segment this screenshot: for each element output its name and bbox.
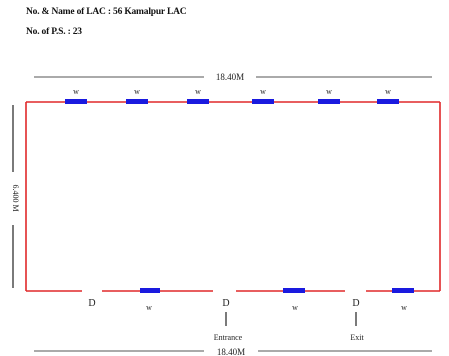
entrance-label: Entrance: [214, 333, 243, 342]
ps-label: No. of P.S. :: [26, 27, 71, 37]
window-bottom-1-label: w: [146, 303, 152, 312]
exit-label: Exit: [350, 333, 364, 342]
window-top-6: [377, 99, 399, 104]
door-3-label: D: [352, 298, 359, 309]
lac-label: No. & Name of LAC :: [26, 7, 111, 17]
ps-value: 23: [72, 27, 82, 37]
window-top-1-label: w: [73, 87, 79, 96]
room-walls: [25, 101, 441, 292]
window-bottom-3: [392, 288, 414, 293]
bottom-windows: [140, 288, 414, 293]
door-2-label: D: [222, 298, 229, 309]
window-bottom-3-label: w: [401, 303, 407, 312]
window-top-2: [126, 99, 148, 104]
top-dimension-label: 18.40M: [216, 72, 244, 82]
exit-marker: Exit: [350, 312, 364, 342]
lac-value: 56 Kamalpur LAC: [113, 7, 187, 17]
window-bottom-2-label: w: [292, 303, 298, 312]
door-labels: D D D: [88, 298, 359, 309]
bottom-dimension: 18.40M: [34, 347, 432, 356]
entrance-marker: Entrance: [214, 312, 243, 342]
window-top-1: [65, 99, 87, 104]
window-top-4: [252, 99, 274, 104]
left-dimension-label: 6.400 M: [11, 184, 20, 211]
bottom-dimension-label: 18.40M: [217, 347, 245, 356]
bottom-window-labels: w w w: [146, 303, 407, 312]
window-top-5-label: w: [326, 87, 332, 96]
top-dimension: 18.40M: [34, 72, 432, 82]
window-top-4-label: w: [260, 87, 266, 96]
top-windows: [65, 99, 399, 104]
window-top-3-label: w: [195, 87, 201, 96]
door-1-label: D: [88, 298, 95, 309]
window-top-3: [187, 99, 209, 104]
window-top-6-label: w: [385, 87, 391, 96]
window-top-2-label: w: [134, 87, 140, 96]
top-window-labels: w w w w w w: [73, 87, 391, 96]
window-bottom-2: [283, 288, 305, 293]
window-top-5: [318, 99, 340, 104]
left-dimension: 6.400 M: [11, 105, 20, 288]
window-bottom-1: [140, 288, 160, 293]
ps-info-line: No. of P.S. : 23: [26, 27, 82, 37]
lac-info-line: No. & Name of LAC : 56 Kamalpur LAC: [26, 7, 187, 17]
